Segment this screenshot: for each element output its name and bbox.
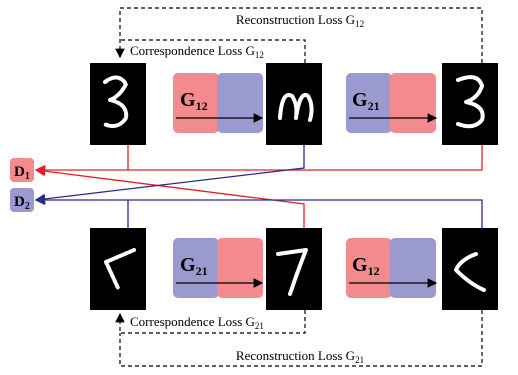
loss-label: Reconstruction Loss G21 xyxy=(236,348,364,365)
text-part: 1 xyxy=(25,171,30,182)
text-part: 21 xyxy=(196,264,208,278)
text-part: G xyxy=(352,254,368,276)
diagram: Reconstruction Loss G12 Correspondence L… xyxy=(0,0,518,375)
digit-image xyxy=(90,63,146,145)
text-part: 12 xyxy=(368,264,380,278)
text-part: Reconstruction Loss G xyxy=(236,348,355,363)
text-part: 2 xyxy=(25,201,30,212)
text-part: Correspondence Loss G xyxy=(130,43,255,58)
text-part: 21 xyxy=(368,99,380,113)
text-part: Correspondence Loss G xyxy=(130,314,255,329)
text-part: G xyxy=(180,254,196,276)
text-part: 21 xyxy=(255,321,264,331)
text-part: 12 xyxy=(355,19,364,29)
text-part: G xyxy=(352,89,368,111)
text-part: 12 xyxy=(196,99,208,113)
digit-image xyxy=(442,63,498,145)
text-part: Reconstruction Loss G xyxy=(236,12,355,27)
connections xyxy=(36,145,482,228)
digit-image xyxy=(90,228,146,310)
digit-image xyxy=(266,63,322,145)
digit-image xyxy=(266,228,322,310)
text-part: 21 xyxy=(355,355,364,365)
loss-label: Correspondence Loss G21 xyxy=(130,314,264,331)
text-part: D xyxy=(14,164,25,180)
loss-label: Reconstruction Loss G12 xyxy=(236,12,364,29)
text-part: G xyxy=(180,89,196,111)
digit-image xyxy=(442,228,498,310)
text-part: D xyxy=(14,194,25,210)
text-part: 12 xyxy=(255,50,264,60)
loss-label: Correspondence Loss G12 xyxy=(130,43,264,60)
